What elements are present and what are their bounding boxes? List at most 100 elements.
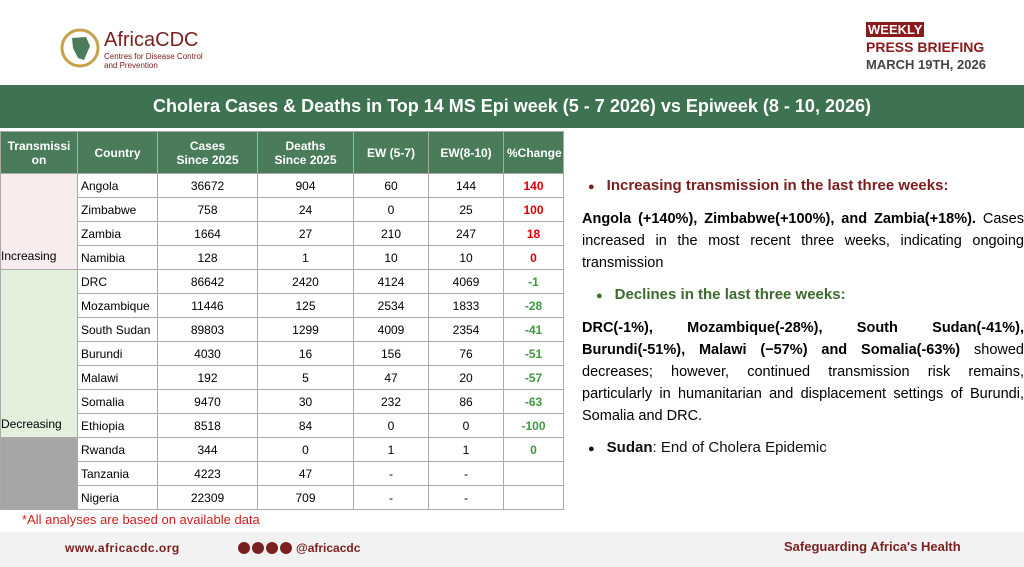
- data-table: Transmission Country Cases Since 2025 Death…: [0, 131, 564, 510]
- column-header: %Change: [503, 131, 564, 174]
- table-row: Tanzania 4223 47- -: [1, 461, 564, 486]
- table-row: Ethiopia 8518 84 0 0 -100: [1, 413, 564, 438]
- value-cell: 232: [353, 389, 429, 414]
- country-cell: Angola: [77, 173, 158, 198]
- value-cell: 709: [257, 485, 354, 510]
- footer: [0, 532, 1024, 567]
- value-cell: 9470: [157, 389, 258, 414]
- paragraph: Angola (+140%), Zimbabwe(+100%), and Zam…: [582, 208, 1024, 274]
- value-cell: -41: [503, 317, 564, 342]
- value-cell: 76: [428, 341, 504, 366]
- group-cell: Decreasing: [0, 269, 78, 438]
- value-cell: 156: [353, 341, 429, 366]
- bullet: ●: [588, 181, 595, 193]
- value-cell: 0: [503, 245, 564, 270]
- value-cell: 89803: [157, 317, 258, 342]
- logo-subtitle-line: Centres for Disease Control: [104, 52, 203, 61]
- group-cell: Increasing: [0, 173, 78, 270]
- briefing: PRESS BRIEFING: [866, 39, 985, 55]
- value-cell: [503, 485, 564, 510]
- value-cell: 24: [257, 197, 354, 222]
- value-cell: -100: [503, 413, 564, 438]
- value-cell: 10: [353, 245, 429, 270]
- summary: ● Increasing transmission in the last thr…: [582, 175, 1024, 470]
- logo-text: AfricaCDC: [104, 29, 199, 51]
- value-cell: 47: [257, 461, 354, 486]
- value-cell: 0: [257, 437, 354, 462]
- logo-subtitle-line: and Prevention: [104, 61, 158, 70]
- text-run: Angola (+140%), Zimbabwe(+100%), and Zam…: [582, 211, 976, 227]
- bullet-heading: ● Declines in the last three weeks:: [582, 284, 1024, 307]
- table-row: Namibia 128 1 10 10 0: [1, 245, 564, 270]
- bullet-heading: ● Increasing transmission in the last thr…: [582, 175, 1024, 198]
- value-cell: 0: [428, 413, 504, 438]
- value-cell: 27: [257, 221, 354, 246]
- value-cell: 1833: [428, 293, 504, 318]
- value-cell: 247: [428, 221, 504, 246]
- table-row: Somalia 9470 30 232 86 -63: [1, 389, 564, 414]
- value-cell: 140: [503, 173, 564, 198]
- value-cell: 100: [503, 197, 564, 222]
- table-row: Malawi 192 5 47 20 -57: [1, 365, 564, 390]
- banner-title: Cholera Cases & Deaths in Top 14 MS Epi …: [153, 96, 871, 116]
- value-cell: 2354: [428, 317, 504, 342]
- value-cell: 4124: [353, 269, 429, 294]
- country-cell: Somalia: [77, 389, 158, 414]
- value-cell: 1664: [157, 221, 258, 246]
- country-cell: Tanzania: [77, 461, 158, 486]
- value-cell: 1: [428, 437, 504, 462]
- value-cell: 128: [157, 245, 258, 270]
- text-run: Sudan: [606, 439, 653, 456]
- value-cell: 11446: [157, 293, 258, 318]
- table-row: Burundi 4030 16 156 76 -51: [1, 341, 564, 366]
- text-run: : End of Cholera Epidemic: [652, 439, 827, 456]
- country-cell: Burundi: [77, 341, 158, 366]
- value-cell: 4223: [157, 461, 258, 486]
- table-row: Rwanda 344 0 1 1 0: [0, 437, 564, 510]
- paragraph: DRC(-1%), Mozambique(-28%), South Sudan(…: [582, 317, 1024, 427]
- value-cell: -: [428, 485, 504, 510]
- column-header: Deaths Since 2025: [257, 131, 354, 174]
- table-row: Mozambique 11446 125 2534 1833 -28: [1, 293, 564, 318]
- country-cell: South Sudan: [77, 317, 158, 342]
- value-cell: 10: [428, 245, 504, 270]
- tagline: Safeguarding Africa's Health: [784, 539, 961, 554]
- value-cell: 2420: [257, 269, 354, 294]
- value-cell: 904: [257, 173, 354, 198]
- country-cell: Mozambique: [77, 293, 158, 318]
- group-cell: [0, 437, 78, 510]
- value-cell: -: [353, 485, 429, 510]
- value-cell: 4069: [428, 269, 504, 294]
- column-header: Cases Since 2025: [157, 131, 258, 174]
- text-run: Increasing transmission in the last thre…: [606, 177, 949, 194]
- value-cell: 8518: [157, 413, 258, 438]
- value-cell: -57: [503, 365, 564, 390]
- value-cell: 20: [428, 365, 504, 390]
- value-cell: 210: [353, 221, 429, 246]
- country-cell: Malawi: [77, 365, 158, 390]
- bullet: ●: [588, 443, 595, 455]
- value-cell: 1299: [257, 317, 354, 342]
- value-cell: 47: [353, 365, 429, 390]
- website: www.africacdc.org: [65, 541, 180, 555]
- country-cell: Zambia: [77, 221, 158, 246]
- country-cell: Zimbabwe: [77, 197, 158, 222]
- table-row: Decreasing DRC 86642 2420 4124 4069 -1: [0, 269, 564, 438]
- handle: @africacdc: [296, 541, 361, 555]
- date: MARCH 19TH, 2026: [866, 57, 986, 72]
- value-cell: 4009: [353, 317, 429, 342]
- note: *All analyses are based on available dat…: [22, 512, 260, 527]
- country-cell: Namibia: [77, 245, 158, 270]
- text-run: DRC(-1%), Mozambique(-28%), South Sudan(…: [582, 320, 1024, 358]
- value-cell: 192: [157, 365, 258, 390]
- country-cell: Rwanda: [77, 437, 158, 462]
- bullet: ●: [596, 290, 603, 302]
- text-run: showed decreases; however, continued tra…: [582, 342, 1024, 424]
- table-row: Zambia 1664 27 210 247 18: [1, 221, 564, 246]
- weekly-badge: WEEKLY: [866, 22, 925, 37]
- value-cell: -28: [503, 293, 564, 318]
- social-icons: [238, 542, 292, 554]
- column-header: EW(8-10): [428, 131, 504, 174]
- value-cell: 84: [257, 413, 354, 438]
- value-cell: 22309: [157, 485, 258, 510]
